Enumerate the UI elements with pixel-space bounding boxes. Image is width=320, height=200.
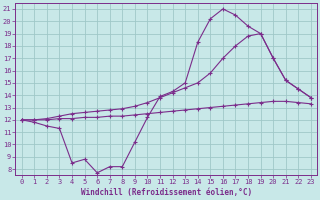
X-axis label: Windchill (Refroidissement éolien,°C): Windchill (Refroidissement éolien,°C): [81, 188, 252, 197]
